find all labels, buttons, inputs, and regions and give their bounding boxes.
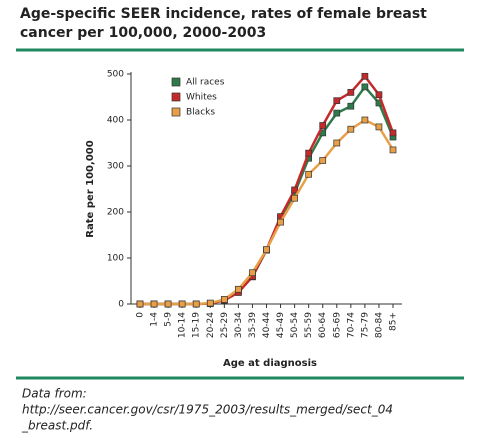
- chart-title: cancer per 100,000, 2000-2003: [20, 25, 266, 41]
- x-tick-label: 20-24: [206, 312, 216, 338]
- data-point: [361, 83, 369, 91]
- x-tick-label: 65-69: [332, 312, 342, 338]
- legend-marker: [171, 107, 181, 117]
- data-point: [249, 269, 256, 277]
- data-point: [361, 116, 369, 124]
- x-tick-label: 15-19: [192, 312, 202, 338]
- data-point: [164, 300, 172, 308]
- x-tick-label: 5-9: [164, 312, 174, 327]
- data-point: [150, 300, 158, 308]
- x-tick-label: 80-84: [374, 312, 384, 338]
- legend-marker: [171, 92, 181, 102]
- x-axis-label: Age at diagnosis: [223, 358, 317, 369]
- x-tick-label: 25-29: [220, 312, 230, 338]
- x-tick-label: 0: [136, 312, 146, 318]
- x-tick-label: 1-4: [150, 312, 160, 327]
- data-point: [235, 285, 242, 293]
- data-point: [220, 296, 228, 303]
- legend-label: Blacks: [186, 108, 215, 118]
- data-point: [305, 170, 313, 178]
- x-tick-label: 85+: [389, 312, 399, 331]
- y-tick-label: 200: [107, 208, 124, 218]
- data-point: [319, 122, 327, 129]
- x-tick-label: 75-79: [360, 312, 370, 338]
- data-point: [263, 246, 270, 254]
- y-axis-label: Rate per 100,000: [85, 140, 96, 237]
- data-point: [389, 146, 397, 154]
- x-tick-label: 40-44: [262, 312, 272, 338]
- x-tick-label: 35-39: [248, 312, 258, 338]
- data-point: [361, 72, 369, 80]
- source-text: http://seer.cancer.gov/csr/1975_2003/res…: [22, 403, 393, 417]
- series-line: [140, 118, 395, 306]
- data-point: [333, 97, 341, 105]
- data-point: [305, 149, 313, 157]
- data-point: [333, 139, 341, 147]
- data-point: [192, 300, 200, 308]
- y-tick-label: 500: [107, 70, 124, 80]
- data-point: [333, 109, 341, 117]
- y-tick-label: 0: [118, 300, 124, 310]
- x-tick-label: 50-54: [290, 312, 300, 338]
- data-point: [136, 300, 144, 308]
- x-tick-label: 30-34: [234, 312, 244, 338]
- chart-title: Age-specific SEER incidence, rates of fe…: [20, 6, 427, 22]
- legend-label: Whites: [186, 93, 217, 103]
- data-point: [347, 89, 355, 96]
- series-line: [140, 84, 395, 306]
- x-tick-label: 10-14: [178, 312, 188, 338]
- data-point: [347, 102, 355, 110]
- legend-marker: [171, 77, 181, 87]
- source-text: Data from:: [22, 387, 87, 401]
- data-point: [291, 186, 298, 194]
- y-tick-label: 400: [107, 116, 124, 126]
- data-point: [389, 129, 397, 137]
- legend-label: All races: [186, 78, 225, 88]
- data-point: [375, 91, 383, 99]
- x-tick-label: 60-64: [318, 312, 328, 338]
- data-point: [347, 125, 355, 133]
- data-point: [375, 123, 383, 131]
- x-tick-label: 55-59: [304, 312, 314, 338]
- data-point: [319, 157, 327, 164]
- data-point: [277, 218, 284, 226]
- y-tick-label: 100: [107, 254, 124, 264]
- data-point: [206, 299, 214, 307]
- source-text: _breast.pdf.: [21, 419, 93, 433]
- data-point: [178, 300, 186, 308]
- x-tick-label: 45-49: [276, 312, 286, 338]
- x-tick-label: 70-74: [346, 312, 356, 338]
- y-tick-label: 300: [107, 162, 124, 172]
- data-point: [291, 194, 298, 202]
